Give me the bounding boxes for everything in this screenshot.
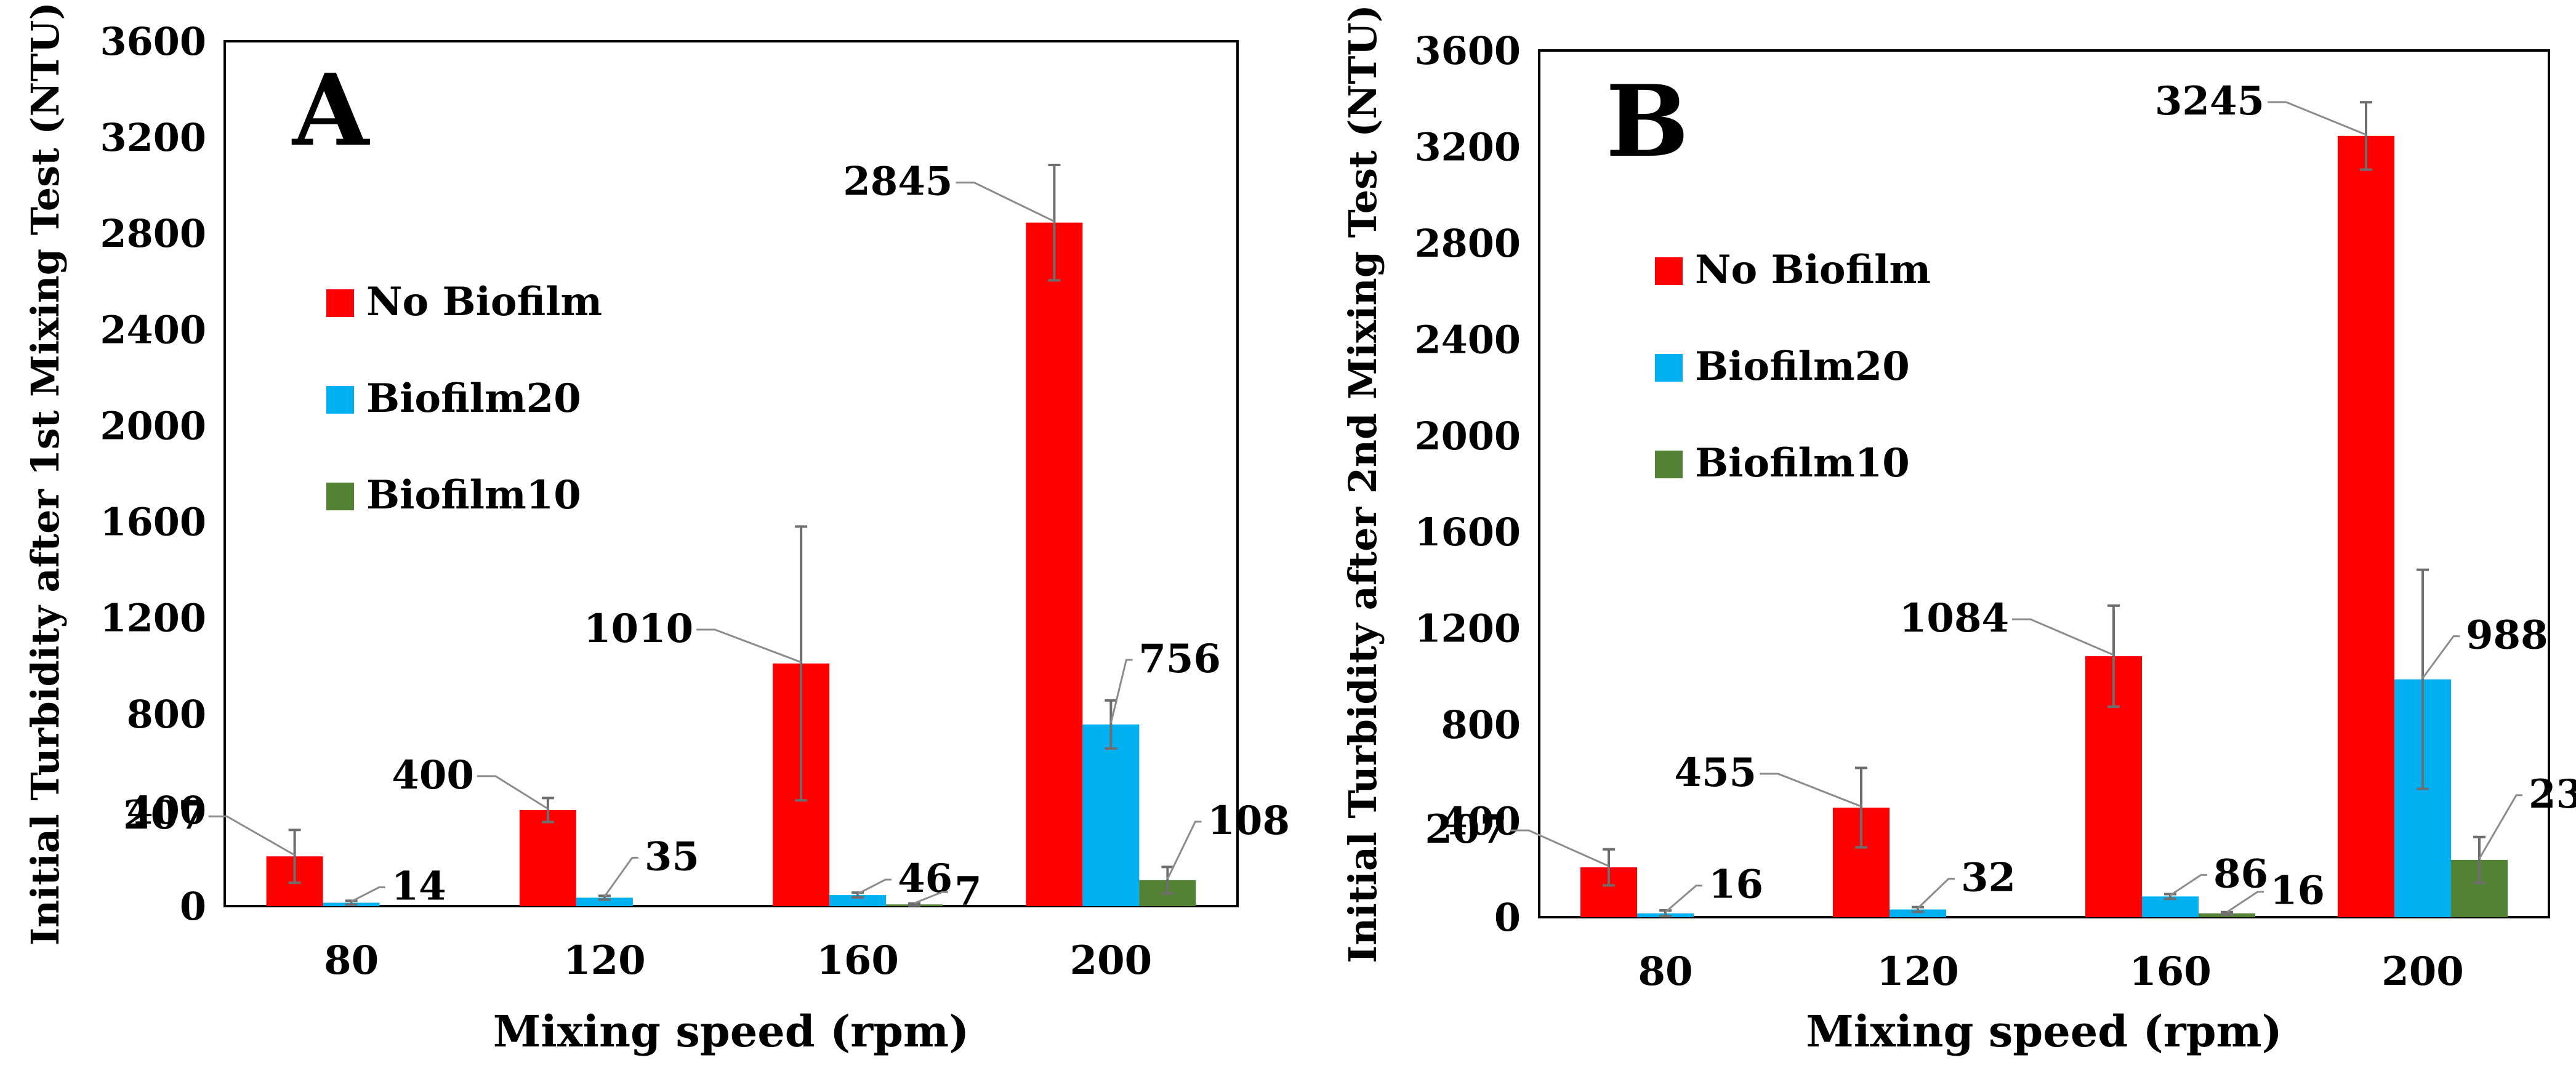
bar-biofilm20: [1082, 724, 1140, 906]
y-tick-label: 3200: [1414, 124, 1521, 169]
x-tick-label: 160: [816, 937, 899, 984]
data-label: 238: [2529, 771, 2576, 817]
bar-biofilm20: [829, 895, 887, 906]
legend-entry: No Biofilm: [366, 279, 602, 325]
data-label: 207: [123, 792, 206, 838]
data-label: 16: [1709, 862, 1763, 908]
label-leader-line: [1109, 659, 1133, 724]
plot-area: [1538, 49, 2550, 918]
x-axis-title: Mixing speed (rpm): [1806, 1006, 2282, 1057]
legend-swatch: [326, 483, 354, 510]
legend-entry: Biofilm10: [1695, 440, 1910, 486]
data-label: 46: [898, 856, 952, 902]
panel-label: A: [291, 52, 370, 168]
data-label: 2845: [843, 159, 952, 205]
y-tick-label: 1200: [100, 596, 206, 641]
data-label: 1084: [1899, 595, 2009, 641]
y-tick-label: 1200: [1414, 606, 1521, 651]
label-leader-line: [2226, 891, 2264, 913]
x-tick-label: 200: [2381, 949, 2464, 995]
label-leader-line: [2268, 101, 2367, 136]
y-tick-label: 2000: [100, 403, 206, 448]
legend-entry: Biofilm10: [366, 472, 581, 518]
data-label: 455: [1674, 750, 1757, 796]
y-tick-label: 800: [1441, 702, 1521, 747]
label-leader-line: [1510, 829, 1609, 867]
y-axis-title: Initial Turbidity after 2nd Mixing Test …: [1340, 4, 1385, 963]
data-label: 756: [1138, 636, 1221, 682]
label-leader-line: [696, 628, 802, 664]
data-label: 108: [1207, 798, 1290, 844]
y-tick-label: 2800: [100, 211, 206, 256]
label-leader-line: [2012, 618, 2114, 656]
y-tick-label: 2000: [1414, 414, 1521, 459]
label-leader-line: [603, 856, 638, 897]
y-tick-label: 3600: [1414, 28, 1521, 73]
x-axis-title: Mixing speed (rpm): [493, 1006, 970, 1057]
y-tick-label: 1600: [100, 500, 206, 545]
data-label: 1010: [584, 606, 693, 652]
chart-panel-a: 0 400 800 1200 1600 2000 2400 2800 3200 3600 Initi…: [23, 2, 1290, 1057]
label-leader-line: [2478, 794, 2522, 859]
y-tick-label: 400: [127, 788, 206, 833]
x-tick-label: 120: [1877, 949, 1959, 995]
label-leader-line: [1665, 885, 1702, 913]
label-leader-line: [208, 815, 296, 856]
y-tick-label: 2400: [1414, 317, 1521, 362]
legend-entry: No Biofilm: [1695, 247, 1931, 293]
label-leader-line: [2421, 635, 2460, 679]
legend-swatch: [1655, 451, 1683, 478]
y-tick-label: 3600: [100, 19, 206, 64]
legend-entry: Biofilm20: [1695, 343, 1910, 390]
y-tick-label: 400: [1441, 799, 1521, 844]
bar-no-biofilm: [519, 809, 576, 906]
y-tick-label: 2400: [100, 307, 206, 352]
label-leader-line: [1917, 877, 1955, 909]
y-tick-label: 0: [1494, 895, 1521, 940]
y-tick-label: 1600: [1414, 510, 1521, 555]
data-label: 14: [392, 864, 446, 910]
data-label: 207: [1425, 806, 1507, 853]
chart-panel-b: 0 400 800 1200 1600 2000 2400 2800 3200 3600 Initi…: [1340, 4, 2576, 1057]
data-label: 7: [954, 868, 982, 914]
legend-swatch: [326, 289, 354, 317]
y-tick-label: 2800: [1414, 221, 1521, 266]
y-axis-title: Initial Turbidity after 1st Mixing Test …: [23, 2, 68, 945]
legend-swatch: [1655, 257, 1683, 285]
label-leader-line: [956, 182, 1055, 223]
y-tick-label: 3200: [100, 115, 206, 160]
label-leader-line: [1760, 773, 1862, 808]
label-leader-line: [857, 878, 892, 895]
plot-area: [223, 40, 1239, 907]
bar-biofilm20: [576, 897, 633, 906]
bar-no-biofilm: [1026, 222, 1083, 907]
panel-label: B: [1606, 63, 1689, 179]
y-tick-label: 0: [180, 884, 206, 929]
x-tick-label: 160: [2129, 949, 2212, 995]
label-leader-line: [1167, 821, 1202, 880]
data-label: 3245: [2155, 78, 2264, 124]
bar-no-biofilm: [2338, 135, 2394, 917]
x-tick-label: 80: [324, 937, 379, 984]
legend-entry: Biofilm20: [366, 375, 581, 422]
bar-biofilm20: [1890, 909, 1946, 917]
label-leader-line: [350, 886, 385, 902]
x-tick-label: 200: [1070, 937, 1153, 984]
legend-swatch: [1655, 354, 1683, 382]
y-tick-label: 800: [127, 692, 206, 737]
data-label: 400: [392, 752, 474, 798]
label-leader-line: [477, 775, 549, 810]
data-label: 988: [2466, 612, 2548, 659]
legend-swatch: [326, 386, 354, 414]
data-label: 86: [2213, 851, 2268, 897]
data-label: 16: [2270, 868, 2325, 914]
label-leader-line: [914, 891, 949, 904]
data-label: 35: [645, 833, 699, 880]
x-tick-label: 120: [563, 937, 646, 984]
label-leader-line: [2170, 873, 2207, 896]
x-tick-label: 80: [1638, 949, 1693, 995]
data-label: 32: [1961, 854, 2016, 901]
